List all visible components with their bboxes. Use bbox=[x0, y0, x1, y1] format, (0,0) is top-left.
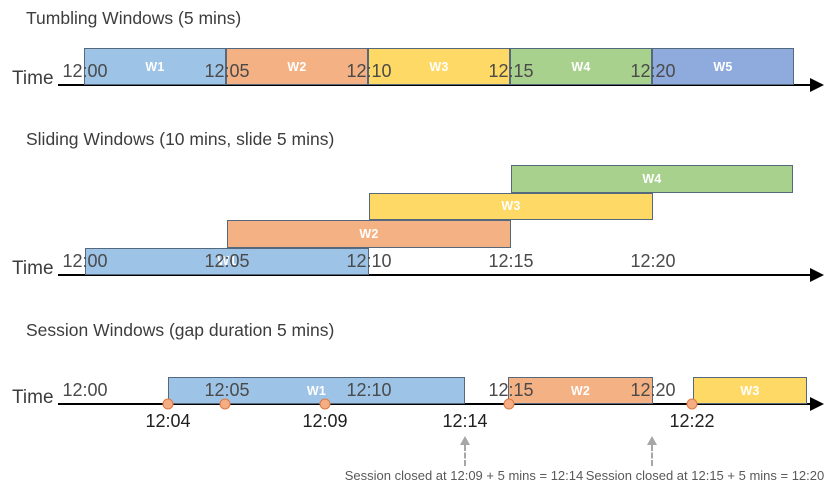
tick-label-tumbling: 12:10 bbox=[346, 61, 392, 81]
timeline-axis-sliding bbox=[58, 274, 810, 276]
dashed-arrow-line bbox=[464, 445, 466, 466]
window-session-w1: W1 bbox=[168, 377, 465, 404]
window-label: W3 bbox=[501, 199, 521, 214]
time-axis-label-session: Time bbox=[12, 387, 54, 408]
tick-label-session: 12:05 bbox=[204, 380, 250, 400]
event-time-label: 12:09 bbox=[302, 411, 348, 431]
tumbling-windows-title: Tumbling Windows (5 mins) bbox=[26, 8, 242, 28]
window-sliding-w3: W3 bbox=[369, 192, 653, 220]
tick-label-tumbling: 12:05 bbox=[204, 61, 250, 81]
tick-label-session: 12:20 bbox=[630, 380, 676, 400]
axis-arrowhead-icon bbox=[810, 78, 824, 92]
tick-label-session: 12:00 bbox=[62, 380, 108, 400]
window-label: W1 bbox=[217, 254, 237, 269]
event-dot bbox=[162, 398, 174, 410]
window-label: W4 bbox=[571, 59, 591, 74]
event-dot bbox=[503, 398, 515, 410]
session-windows-title: Session Windows (gap duration 5 mins) bbox=[26, 320, 335, 340]
tick-label-sliding: 12:10 bbox=[346, 251, 392, 271]
window-tumbling-w4: W4 bbox=[510, 48, 652, 85]
window-tumbling-w2: W2 bbox=[226, 48, 368, 85]
tick-label-session: 12:15 bbox=[488, 380, 534, 400]
window-label: W1 bbox=[306, 383, 327, 398]
event-time-label: 12:22 bbox=[669, 411, 715, 431]
tick-label-sliding: 12:20 bbox=[630, 251, 676, 271]
tick-label-tumbling: 12:20 bbox=[630, 61, 676, 81]
window-session-w2: W2 bbox=[508, 377, 653, 404]
tick-label-tumbling: 12:15 bbox=[488, 61, 534, 81]
timeline-axis-session bbox=[58, 403, 810, 405]
tick-label-sliding: 12:05 bbox=[204, 251, 250, 271]
window-sliding-w2: W2 bbox=[227, 220, 511, 248]
window-sliding-w1: W1 bbox=[85, 247, 369, 275]
window-label: W5 bbox=[713, 59, 733, 74]
event-dot bbox=[686, 398, 698, 410]
window-label: W3 bbox=[740, 383, 760, 398]
time-axis-label-tumbling: Time bbox=[12, 68, 54, 89]
tick-label-tumbling: 12:00 bbox=[62, 61, 108, 81]
event-dot bbox=[219, 398, 231, 410]
window-label: W3 bbox=[429, 59, 449, 74]
event-time-label: 12:04 bbox=[145, 411, 191, 431]
window-session-w3: W3 bbox=[693, 377, 807, 404]
window-tumbling-w3: W3 bbox=[368, 48, 510, 85]
event-time-label: 12:14 bbox=[442, 411, 488, 431]
session-closed-annotation: Session closed at 12:09 + 5 mins = 12:14 bbox=[344, 468, 584, 483]
timeline-axis-tumbling bbox=[58, 84, 810, 86]
window-tumbling-w1: W1 bbox=[84, 48, 226, 85]
window-label: W1 bbox=[145, 59, 165, 74]
sliding-windows-title: Sliding Windows (10 mins, slide 5 mins) bbox=[26, 129, 335, 149]
session-closed-annotation: Session closed at 12:15 + 5 mins = 12:20 bbox=[585, 468, 825, 483]
window-label: W4 bbox=[642, 171, 662, 186]
event-dot bbox=[319, 398, 331, 410]
tick-label-session: 12:10 bbox=[346, 380, 392, 400]
window-label: W2 bbox=[570, 383, 591, 398]
dashed-up-arrow-icon bbox=[460, 436, 470, 445]
axis-arrowhead-icon bbox=[810, 268, 824, 282]
dashed-up-arrow-icon bbox=[647, 436, 657, 445]
window-label: W2 bbox=[359, 226, 379, 241]
dashed-arrow-line bbox=[651, 445, 653, 466]
window-label: W2 bbox=[287, 59, 307, 74]
tick-label-sliding: 12:00 bbox=[62, 251, 108, 271]
time-axis-label-sliding: Time bbox=[12, 258, 54, 279]
window-sliding-w4: W4 bbox=[511, 165, 793, 193]
window-tumbling-w5: W5 bbox=[652, 48, 794, 85]
tick-label-sliding: 12:15 bbox=[488, 251, 534, 271]
axis-arrowhead-icon bbox=[810, 397, 824, 411]
